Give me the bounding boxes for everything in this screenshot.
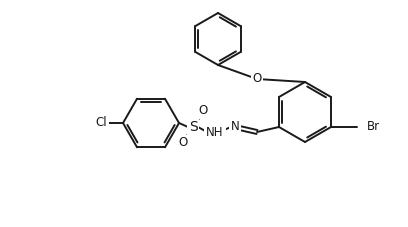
Text: S: S — [188, 120, 197, 134]
Text: N: N — [231, 121, 239, 133]
Text: NH: NH — [206, 126, 224, 138]
Text: O: O — [178, 136, 188, 150]
Text: O: O — [253, 72, 262, 86]
Text: Br: Br — [367, 121, 380, 133]
Text: O: O — [198, 104, 208, 118]
Text: Cl: Cl — [95, 116, 107, 129]
